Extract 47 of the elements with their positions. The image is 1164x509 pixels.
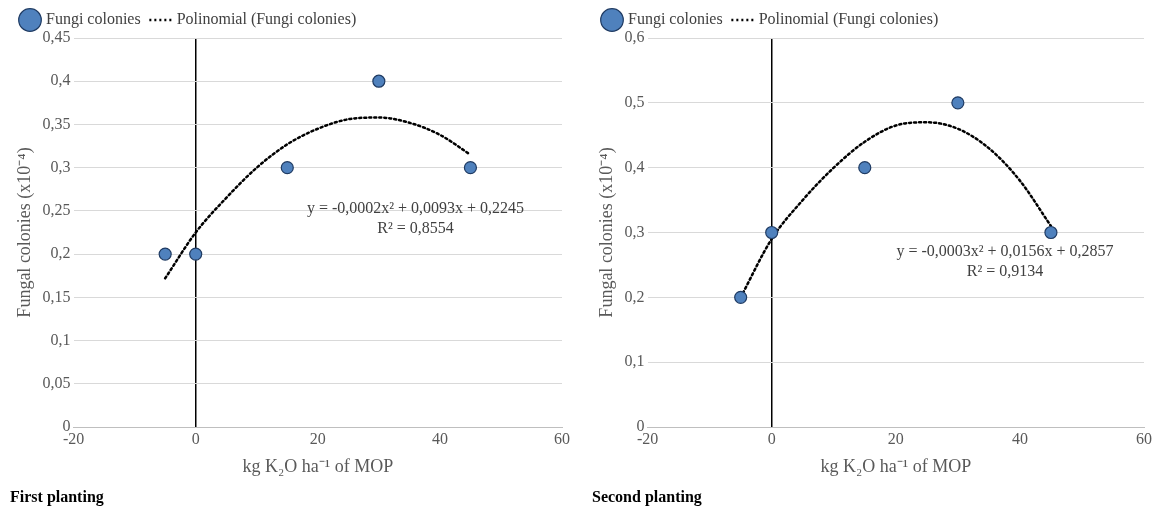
y-tick-label: 0,3 — [50, 157, 71, 175]
point — [280, 161, 294, 175]
x-tick-label: 0 — [767, 429, 776, 447]
x-tick-label: 0 — [191, 429, 200, 447]
x-axis-title: kg K₂O ha⁻¹ of MOP — [820, 455, 972, 476]
legend-label: Fungi colonies — [46, 10, 141, 29]
point — [372, 74, 386, 88]
x-tick-label: 60 — [1136, 429, 1152, 447]
x-axis-title: kg K₂O ha⁻¹ of MOP — [242, 455, 394, 476]
y-tick-label: 0,35 — [42, 114, 71, 132]
y-tick-label: 0,4 — [50, 71, 71, 89]
x-tick-label: 20 — [309, 429, 326, 447]
point — [858, 161, 872, 175]
x-tick-label: 60 — [554, 429, 570, 447]
y-tick-label: 0,45 — [42, 28, 71, 46]
text: Second planting — [592, 487, 702, 506]
x-tick-label: 40 — [1011, 429, 1028, 447]
legend-label: Polinomial (Fungi colonies) — [176, 10, 357, 29]
y-axis-title: Fungal colonies (x10⁻⁴) — [595, 147, 617, 318]
point — [734, 290, 748, 304]
y-tick-label: 0,1 — [624, 352, 645, 370]
y-tick-label: 0,3 — [624, 222, 645, 240]
y-tick-label: 0,6 — [624, 28, 645, 46]
annotation: R² = 0,8554 — [377, 219, 454, 237]
point — [765, 225, 779, 240]
x-tick-label: 40 — [431, 429, 448, 447]
point — [189, 247, 203, 261]
y-tick-label: 0,15 — [42, 287, 71, 305]
y-tick-label: 0,25 — [42, 201, 71, 219]
y-tick-label: 0,2 — [50, 244, 71, 262]
legend-label: Fungi colonies — [628, 10, 723, 29]
annotation: y = -0,0003x² + 0,0156x + 0,2857 — [896, 242, 1114, 261]
y-tick-label: 0,4 — [624, 157, 645, 175]
point — [158, 247, 172, 261]
y-tick-label: 0,05 — [42, 373, 71, 391]
point — [463, 161, 478, 175]
y-tick-label: 0,1 — [50, 330, 71, 348]
text: First planting — [10, 487, 104, 506]
annotation: R² = 0,9134 — [966, 262, 1044, 280]
y-tick-label: 0,2 — [624, 287, 645, 305]
point — [1044, 225, 1058, 240]
x-tick-label: 20 — [887, 429, 904, 447]
point — [951, 96, 965, 110]
y-axis-title: Fungal colonies (x10⁻⁴) — [13, 147, 35, 318]
y-tick-label: 0,5 — [624, 93, 645, 111]
legend-label: Polinomial (Fungi colonies) — [758, 10, 939, 29]
annotation: y = -0,0002x² + 0,0093x + 0,2245 — [306, 199, 525, 218]
